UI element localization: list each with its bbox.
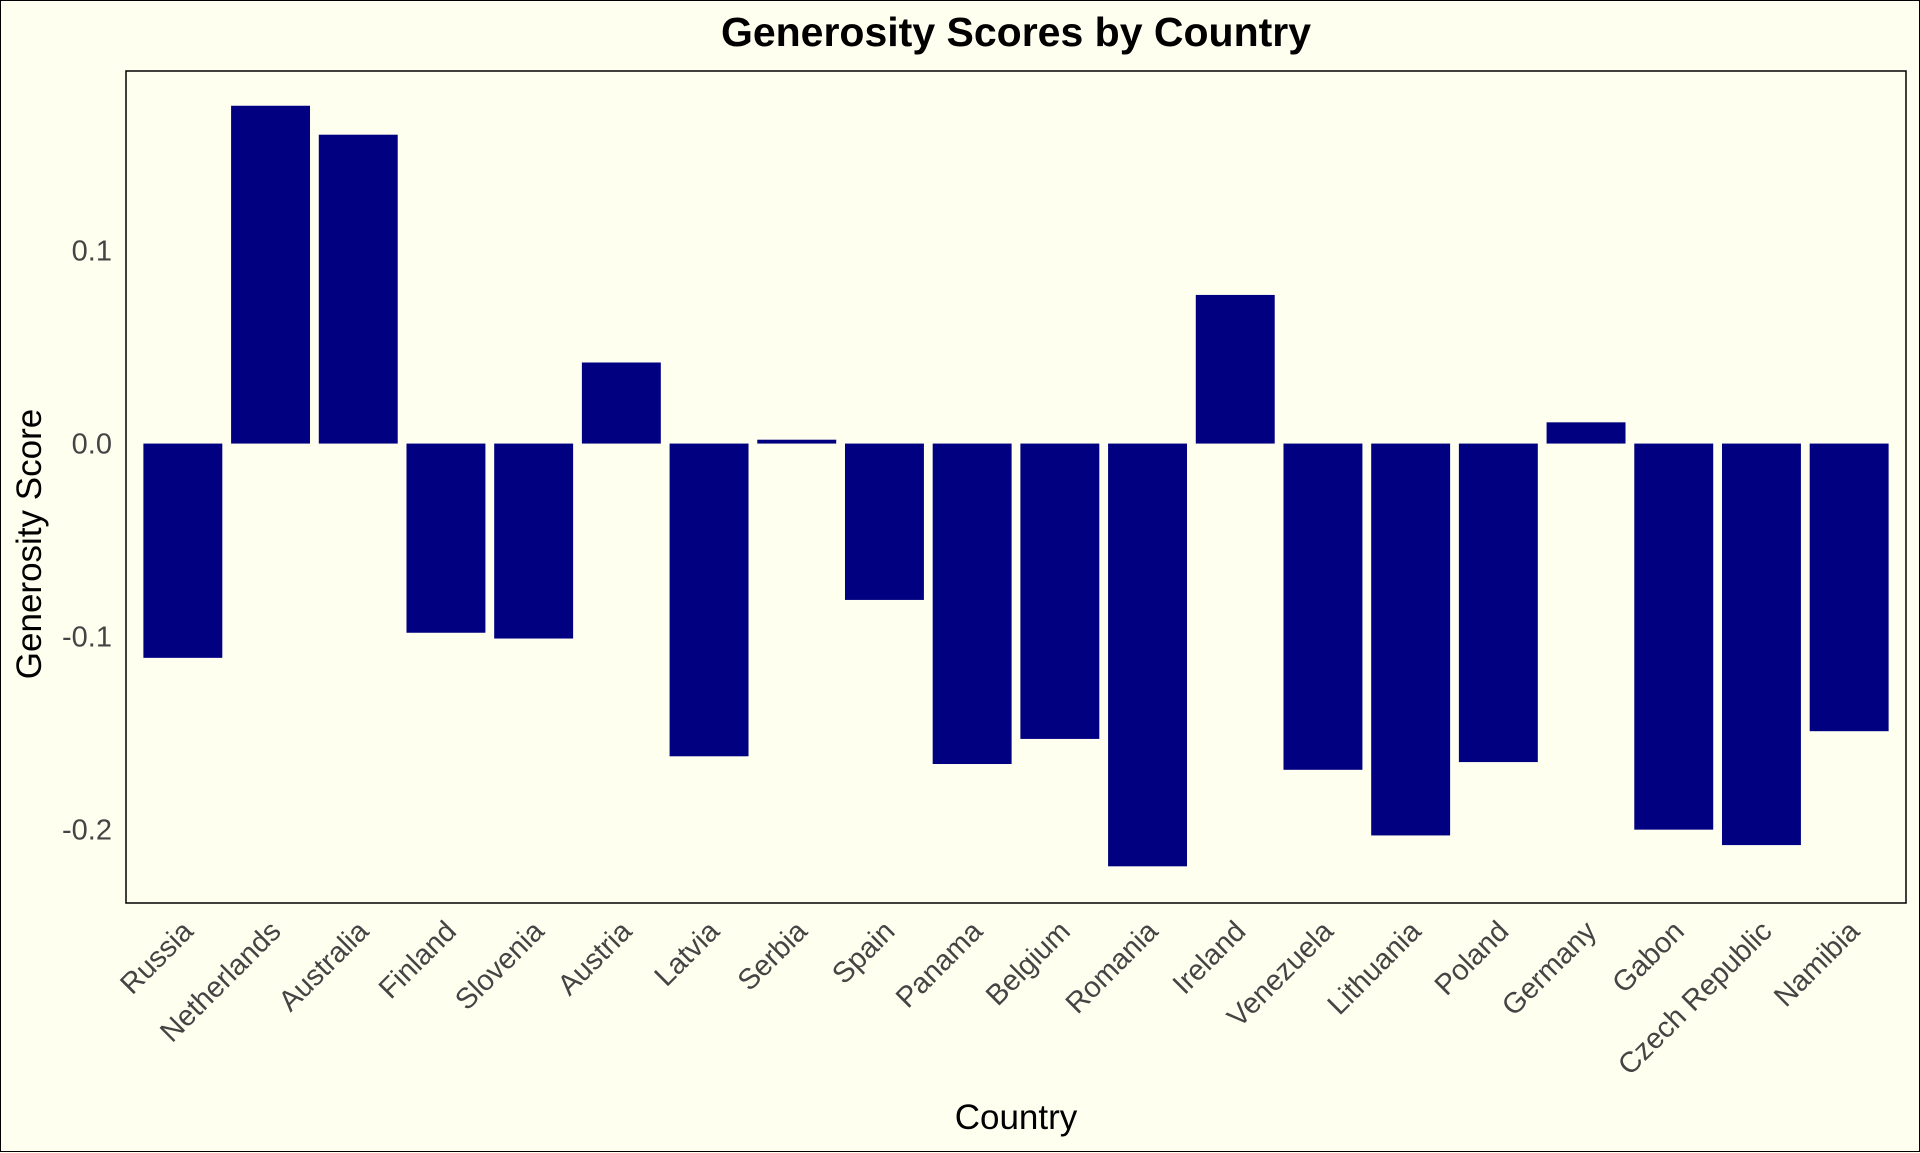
bar-venezuela [1283,443,1363,770]
x-tick-label: Romania [1060,915,1165,1020]
x-tick-label: Namibia [1768,915,1866,1013]
x-tick-label: Australia [273,915,376,1018]
chart-title: Generosity Scores by Country [721,9,1311,55]
bar-serbia [757,439,837,444]
y-axis-title: Generosity Score [10,409,49,679]
bar-slovenia [494,443,574,639]
x-tick-label: Ireland [1167,915,1252,1000]
x-tick-label: Gabon [1606,915,1690,999]
bar-belgium [1020,443,1100,739]
bar-russia [143,443,223,658]
x-tick-label: Spain [826,915,901,990]
x-tick-label: Panama [890,915,990,1015]
y-tick-label: 0.0 [72,429,112,461]
y-tick-label: -0.1 [62,622,112,654]
bar-panama [932,443,1012,765]
x-tick-label: Latvia [649,915,727,993]
x-tick-label: Austria [552,915,639,1002]
x-tick-label: Slovenia [449,915,551,1017]
bar-austria [581,362,661,444]
bar-romania [1108,443,1188,867]
bar-latvia [669,443,749,757]
x-tick-label: Russia [114,915,200,1001]
bar-gabon [1634,443,1714,830]
bar-netherlands [231,105,311,444]
bar-germany [1546,422,1626,444]
x-tick-label: Serbia [732,915,815,998]
x-tick-label: Germany [1496,915,1603,1022]
bar-namibia [1809,443,1889,732]
y-axis-ticks: 0.1 0.0 -0.1 -0.2 [62,236,112,847]
x-axis-title: Country [955,1098,1078,1137]
bar-spain [844,443,924,600]
bar-finland [406,443,486,633]
x-axis-ticks: RussiaNetherlandsAustraliaFinlandSloveni… [114,915,1866,1082]
x-tick-label: Czech Republic [1612,915,1778,1081]
x-tick-label: Poland [1429,915,1515,1001]
bar-ireland [1195,294,1275,444]
bar-czech-republic [1721,443,1801,846]
bar-lithuania [1371,443,1451,836]
plot-panel [125,70,1907,904]
y-tick-label: -0.2 [62,815,112,847]
bar-australia [318,134,398,444]
y-tick-label: 0.1 [72,236,112,268]
bars-group [143,105,1889,867]
x-tick-label: Finland [373,915,463,1005]
bar-poland [1458,443,1538,763]
x-tick-label: Lithuania [1322,915,1428,1021]
